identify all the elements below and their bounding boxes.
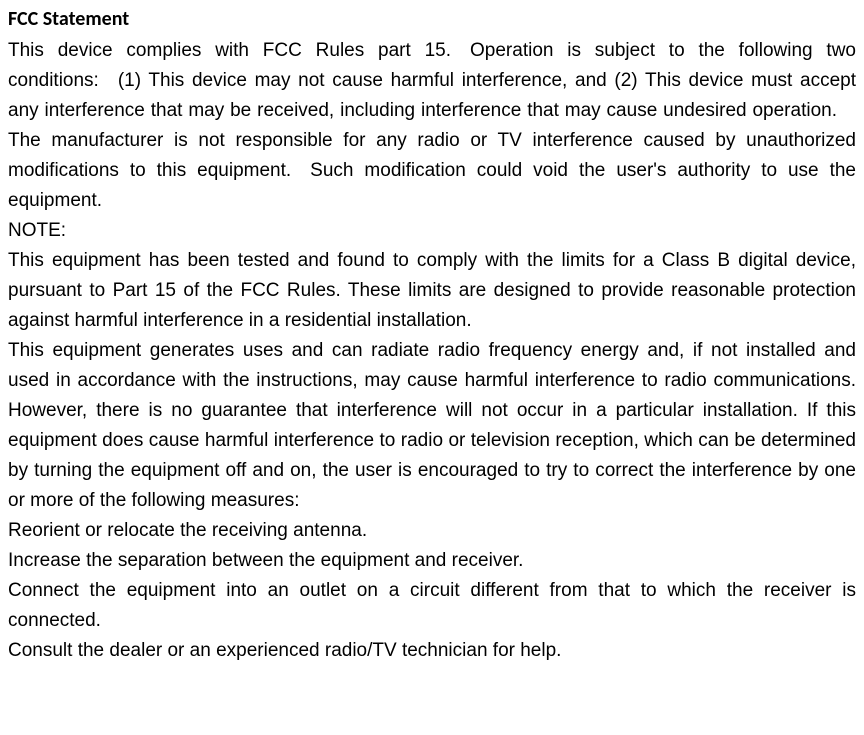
document-page: FCC Statement This device complies with … bbox=[0, 0, 864, 686]
measure-consult: Consult the dealer or an experienced rad… bbox=[8, 636, 856, 666]
paragraph-interference: This equipment generates uses and can ra… bbox=[8, 336, 856, 516]
measure-separation: Increase the separation between the equi… bbox=[8, 546, 856, 576]
measure-outlet: Connect the equipment into an outlet on … bbox=[8, 576, 856, 636]
paragraph-compliance: This device complies with FCC Rules part… bbox=[8, 36, 856, 216]
section-heading: FCC Statement bbox=[8, 6, 856, 32]
note-label: NOTE: bbox=[8, 216, 856, 246]
paragraph-class-b: This equipment has been tested and found… bbox=[8, 246, 856, 336]
measure-reorient: Reorient or relocate the receiving anten… bbox=[8, 516, 856, 546]
